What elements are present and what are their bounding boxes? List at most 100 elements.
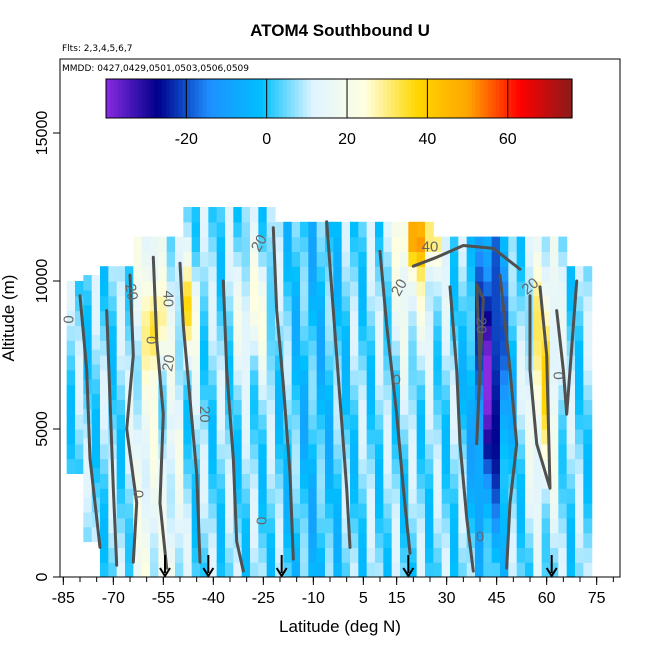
contour-label: 40 xyxy=(422,238,439,255)
heat-cell xyxy=(200,251,209,267)
heat-cell xyxy=(358,236,368,252)
heat-cell xyxy=(500,340,509,356)
heat-cell xyxy=(208,473,218,489)
heat-cell xyxy=(358,295,368,312)
heat-cell xyxy=(141,547,151,563)
heat-cell xyxy=(433,517,443,534)
heat-cell xyxy=(191,325,201,341)
heat-cell xyxy=(400,517,409,534)
heat-cell xyxy=(141,399,151,415)
heat-cell xyxy=(416,340,426,356)
heat-cell xyxy=(466,295,476,312)
heat-cell xyxy=(508,562,518,577)
heat-cell xyxy=(250,488,259,504)
colorbar-segment xyxy=(415,79,420,118)
heat-cell xyxy=(341,355,351,371)
heat-cell xyxy=(166,266,176,282)
heat-cell xyxy=(350,488,359,504)
heat-cell xyxy=(241,517,251,534)
heat-cell xyxy=(125,414,134,430)
heat-cell xyxy=(466,443,476,460)
heat-cell xyxy=(141,532,151,548)
heat-cell xyxy=(291,399,301,415)
heat-cell xyxy=(375,532,384,548)
heat-cell xyxy=(541,458,551,474)
heat-cell xyxy=(566,266,576,282)
colorbar-segment xyxy=(395,79,400,118)
heat-cell xyxy=(258,473,268,489)
heat-cell xyxy=(233,236,243,252)
heat-cell xyxy=(108,281,118,297)
heat-cell xyxy=(466,266,476,282)
heat-cell xyxy=(133,355,143,371)
heat-cell xyxy=(416,355,426,371)
heat-cell xyxy=(425,281,434,297)
heat-cell xyxy=(100,517,109,534)
heat-cell xyxy=(366,443,376,460)
heat-cell xyxy=(500,236,509,252)
heat-cell xyxy=(583,547,593,563)
heat-cell xyxy=(158,295,168,312)
heat-cell xyxy=(325,532,334,548)
contour-line xyxy=(555,279,579,416)
heat-cell xyxy=(91,452,101,469)
heat-cell xyxy=(225,562,234,577)
colorbar-segment xyxy=(182,79,187,118)
heat-cell xyxy=(483,488,493,504)
heat-cell xyxy=(208,547,218,563)
heat-cell xyxy=(458,547,468,563)
heat-cell xyxy=(125,340,134,356)
heat-cell xyxy=(458,355,468,371)
heat-cell xyxy=(133,236,143,252)
heat-cell xyxy=(583,399,593,415)
heat-cell xyxy=(333,325,343,341)
heat-cell xyxy=(183,443,193,460)
heat-cell xyxy=(575,310,584,326)
colorbar-segment xyxy=(334,79,340,118)
heat-cell xyxy=(241,488,251,504)
heat-cell xyxy=(325,562,334,577)
heat-cell xyxy=(125,532,134,548)
heat-cell xyxy=(516,429,526,445)
heat-cell xyxy=(250,414,259,430)
heat-cell xyxy=(200,399,209,415)
heat-cell xyxy=(483,414,493,430)
heat-cell xyxy=(200,207,209,223)
heat-cell xyxy=(91,437,101,454)
heat-cell xyxy=(66,414,76,430)
heat-cell xyxy=(475,295,484,312)
heat-cell xyxy=(583,562,593,577)
heat-cell xyxy=(500,281,509,297)
heat-cell xyxy=(458,517,468,534)
heat-cell xyxy=(308,369,318,386)
heat-cell xyxy=(408,488,418,504)
heat-cell xyxy=(433,399,443,415)
heat-cell xyxy=(291,221,301,238)
heat-cell xyxy=(550,429,559,445)
heat-cell xyxy=(450,532,459,548)
colorbar-segment xyxy=(322,79,328,118)
heat-cell xyxy=(391,517,401,534)
heat-cell xyxy=(508,310,518,326)
heat-cell xyxy=(325,473,334,489)
heat-cell xyxy=(316,503,326,519)
heat-cell xyxy=(266,562,276,577)
heat-cell xyxy=(416,236,426,252)
heat-cell xyxy=(266,221,276,238)
contour-line xyxy=(411,244,522,271)
heat-cell xyxy=(441,517,451,534)
heat-cell xyxy=(441,443,451,460)
heat-cell xyxy=(291,266,301,282)
heat-cell xyxy=(433,503,443,519)
heat-cell xyxy=(66,443,76,460)
heat-cell xyxy=(483,340,493,356)
heat-cell xyxy=(375,369,384,386)
heat-cell xyxy=(425,384,434,400)
heat-cell xyxy=(550,295,559,312)
heat-cell xyxy=(300,355,309,371)
heat-cell xyxy=(233,369,243,386)
heat-cell xyxy=(533,399,543,415)
heat-cell xyxy=(425,236,434,252)
heat-cell xyxy=(91,393,101,409)
heat-cell xyxy=(475,517,484,534)
